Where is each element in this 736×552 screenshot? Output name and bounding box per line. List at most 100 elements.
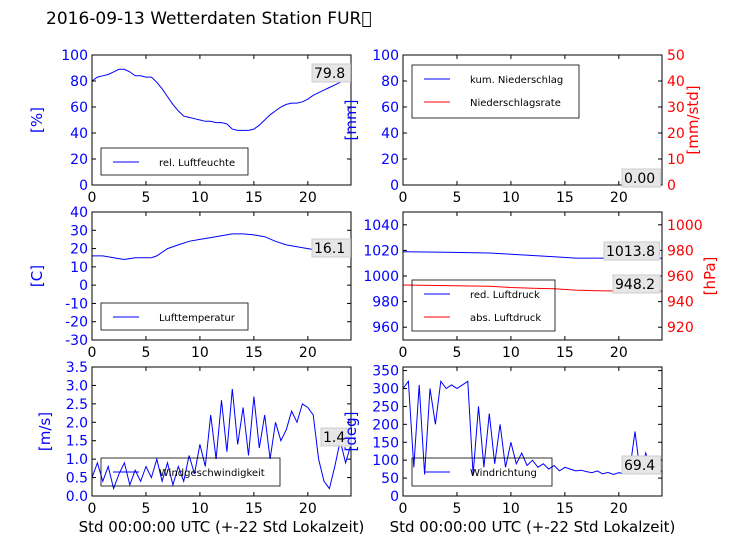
y-tick-label: 40: [70, 205, 88, 221]
series-line: [91, 68, 351, 131]
y-tick-label: 2.5: [66, 397, 88, 413]
value-annotation-box: [621, 455, 661, 475]
figure-title: 2016-09-13 Wetterdaten Station FUR : [46, 9, 372, 29]
y-tick-label: 250: [372, 399, 399, 415]
legend: rel. Luftfeuchte: [100, 147, 249, 176]
y-tick-label: 1040: [363, 218, 399, 234]
legend-entry: Windgeschwindigkeit: [159, 468, 265, 479]
y-tick-label: 30: [70, 223, 88, 239]
x-axis-label: Std 00:00:00 UTC (+-22 Std Lokalzeit): [390, 518, 676, 536]
legend-frame: [100, 302, 249, 331]
series-line: [402, 379, 663, 476]
panel-top-left: 0 5 10 15 20 0 20 40 60 80 100 [%] rel. Luftfeuchte 7…: [28, 48, 352, 206]
y-tick-label: 300: [372, 382, 399, 398]
y-axis-label: [C]: [28, 265, 46, 287]
legend-frame: [411, 64, 580, 119]
y-tick-label: 80: [381, 74, 399, 90]
y-tick-label: 20: [381, 152, 399, 168]
x-tick-label: 15: [556, 345, 574, 361]
x-tick-label: 10: [191, 345, 209, 361]
panel-top-right: 0 5 10 15 20 0 20 40 60 80 100 0 10 20 30 40 50 [mm] [mm/s…: [342, 48, 702, 206]
x-tick-label: 20: [299, 190, 317, 206]
y-tick-label: -20: [65, 315, 88, 331]
y-axis-label: [mm]: [342, 100, 360, 141]
panel-middle-left: 0 5 10 15 20 -30 -20 -10 0 10 20 30 40 [C] Lufttempera…: [28, 205, 352, 361]
value-annotation: 79.8: [314, 66, 345, 82]
x-tick-label: 0: [399, 190, 408, 206]
y-tick-label: 0: [79, 278, 88, 294]
x-tick-label: 20: [299, 501, 317, 517]
y2-tick-label: 1000: [667, 218, 703, 234]
y-tick-label: 60: [70, 100, 88, 116]
y-tick-label: 200: [372, 417, 399, 433]
value-annotation: 16.1: [314, 241, 345, 257]
x-axis-label: Std 00:00:00 UTC (+-22 Std Lokalzeit): [79, 518, 365, 536]
y-tick-label: 20: [70, 242, 88, 258]
value-annotation: 0.00: [624, 171, 655, 187]
y-tick-label: 1020: [363, 243, 399, 259]
x-tick-label: 5: [452, 345, 461, 361]
legend-frame: [411, 279, 556, 332]
x-tick-label: 0: [88, 345, 97, 361]
y2-tick-label: 940: [667, 295, 694, 311]
legend-entry: red. Luftdruck: [470, 290, 540, 301]
y2-tick-label: 10: [667, 152, 685, 168]
x-tick-label: 0: [88, 190, 97, 206]
y-tick-label: 1.0: [66, 452, 88, 468]
legend-frame: [100, 457, 281, 487]
x-tick-label: 5: [141, 190, 150, 206]
x-tick-label: 0: [399, 501, 408, 517]
y-tick-label: -10: [65, 296, 88, 312]
value-annotation-box: [603, 241, 661, 261]
legend: Windgeschwindigkeit: [100, 457, 281, 487]
legend-entry: rel. Luftfeuchte: [159, 158, 235, 169]
legend: Lufttemperatur: [100, 302, 249, 331]
x-tick-label: 15: [245, 345, 263, 361]
x-tick-label: 10: [502, 345, 520, 361]
y-tick-label: 3.5: [66, 360, 88, 376]
y2-tick-label: 50: [667, 48, 685, 64]
y-tick-label: 0: [390, 178, 399, 194]
y-axis-label: [%]: [28, 107, 46, 133]
y-tick-label: 980: [372, 295, 399, 311]
axes-frame: [402, 366, 663, 497]
y-tick-label: 10: [70, 260, 88, 276]
x-tick-label: 5: [452, 501, 461, 517]
legend-frame: [411, 457, 553, 487]
value-annotation-box: [311, 238, 351, 258]
value-annotation-box: [311, 63, 351, 83]
x-tick-label: 5: [452, 190, 461, 206]
legend: red. Luftdruck abs. Luftdruck: [411, 279, 556, 332]
y-tick-label: 0: [390, 489, 399, 505]
x-tick-label: 5: [141, 501, 150, 517]
y-tick-label: 0.5: [66, 471, 88, 487]
y-tick-label: 2.0: [66, 415, 88, 431]
y-tick-label: -30: [65, 333, 88, 349]
x-tick-label: 0: [399, 345, 408, 361]
y2-tick-label: 20: [667, 126, 685, 142]
y-tick-label: 1.5: [66, 434, 88, 450]
y2-tick-label: 960: [667, 269, 694, 285]
y-tick-label: 40: [70, 126, 88, 142]
legend: Windrichtung: [411, 457, 553, 487]
x-tick-label: 0: [88, 501, 97, 517]
x-tick-label: 20: [610, 190, 628, 206]
x-tick-label: 20: [610, 501, 628, 517]
value-annotation-box: [320, 427, 352, 447]
y2-tick-label: 40: [667, 74, 685, 90]
x-tick-label: 10: [191, 190, 209, 206]
y2-axis-label: [hPa]: [701, 257, 719, 296]
y-tick-label: 0: [79, 178, 88, 194]
x-tick-label: 5: [141, 345, 150, 361]
legend-entry: Lufttemperatur: [159, 313, 236, 324]
legend: kum. Niederschlag Niederschlagsrate: [411, 64, 580, 119]
series-line: [91, 389, 352, 491]
x-tick-label: 10: [502, 501, 520, 517]
series-line: [92, 233, 352, 261]
x-tick-label: 15: [556, 190, 574, 206]
y-tick-label: 40: [381, 126, 399, 142]
legend-frame: [100, 147, 249, 176]
x-tick-label: 20: [299, 345, 317, 361]
